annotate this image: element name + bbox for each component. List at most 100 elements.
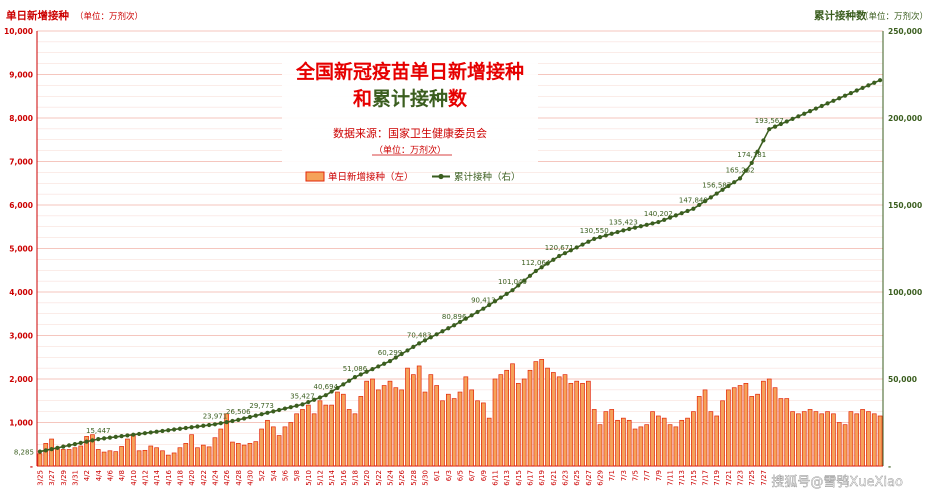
- x-tick-label: 6/1: [433, 470, 441, 481]
- daily-bar: [172, 453, 176, 466]
- daily-bar: [155, 448, 159, 466]
- legend-cumulative-label: 累计接种（右）: [454, 171, 521, 183]
- cumulative-point: [866, 83, 870, 87]
- x-tick-label: 7/5: [632, 470, 640, 481]
- cumulative-point: [855, 88, 859, 92]
- x-tick-label: 6/19: [538, 470, 546, 486]
- daily-bar: [96, 449, 100, 466]
- x-tick-label: 4/4: [95, 469, 103, 481]
- cumulative-point: [831, 99, 835, 103]
- cumulative-point: [662, 218, 666, 222]
- cumulative-point: [680, 211, 684, 215]
- cumulative-point: [207, 423, 211, 427]
- daily-bar: [849, 412, 853, 466]
- x-tick-label: 4/8: [118, 470, 126, 481]
- cumulative-point: [592, 237, 596, 241]
- cumulative-point: [160, 429, 164, 433]
- daily-bar: [662, 418, 666, 466]
- daily-bar: [481, 403, 485, 466]
- daily-bar: [248, 443, 252, 466]
- x-tick-label: 4/12: [141, 470, 149, 486]
- daily-bar: [388, 381, 392, 466]
- daily-bar: [55, 448, 59, 466]
- cumulative-point: [225, 420, 229, 424]
- x-tick-label: 3/31: [71, 470, 79, 486]
- daily-bar: [610, 409, 614, 466]
- daily-bar: [656, 416, 660, 466]
- cumulative-point: [849, 91, 853, 95]
- cumulative-point: [575, 245, 579, 249]
- daily-bar: [324, 405, 328, 466]
- cumulative-point: [405, 348, 409, 352]
- daily-bar: [195, 448, 199, 466]
- cumulative-point: [790, 117, 794, 121]
- cumulative-point: [277, 408, 281, 412]
- daily-bar: [230, 442, 234, 466]
- daily-bar: [330, 405, 334, 466]
- x-tick-label: 7/21: [725, 470, 733, 486]
- daily-bar: [528, 370, 532, 466]
- daily-bar: [160, 451, 164, 466]
- daily-bar: [866, 412, 870, 466]
- daily-bar: [213, 438, 217, 466]
- x-tick-label: 7/19: [713, 470, 721, 486]
- x-tick-label: 5/26: [398, 469, 406, 485]
- daily-bar: [843, 425, 847, 466]
- x-tick-label: 6/3: [445, 470, 453, 481]
- right-tick-label: -: [888, 462, 891, 471]
- cumulative-point: [639, 224, 643, 228]
- cumulative-data-label: 70,483: [407, 331, 432, 339]
- left-tick-label: 3,000: [9, 332, 33, 341]
- cumulative-point: [254, 414, 258, 418]
- cumulative-point: [761, 138, 765, 142]
- daily-bar: [551, 372, 555, 466]
- x-tick-label: 7/7: [643, 470, 651, 481]
- daily-bar: [534, 362, 538, 466]
- cumulative-data-label: 130,550: [580, 227, 609, 235]
- daily-bar: [382, 386, 386, 466]
- x-tick-label: 6/27: [585, 470, 593, 486]
- x-tick-label: 6/23: [562, 470, 570, 486]
- cumulative-point: [108, 436, 112, 440]
- daily-bar: [639, 427, 643, 466]
- x-tick-label: 7/11: [667, 470, 675, 486]
- daily-bar: [131, 435, 135, 466]
- daily-bar: [190, 435, 194, 466]
- daily-bar: [166, 455, 170, 466]
- daily-bar: [505, 370, 509, 466]
- daily-bar: [686, 418, 690, 466]
- cumulative-point: [283, 406, 287, 410]
- daily-bar: [265, 420, 269, 466]
- daily-bar: [277, 436, 281, 466]
- daily-bar: [732, 388, 736, 466]
- daily-bar: [178, 448, 182, 466]
- cumulative-point: [551, 258, 555, 262]
- cumulative-point: [534, 269, 538, 273]
- cumulative-point: [324, 393, 328, 397]
- cumulative-point: [178, 427, 182, 431]
- x-tick-label: 5/10: [305, 470, 313, 486]
- cumulative-data-label: 29,773: [249, 402, 274, 410]
- x-tick-label: 7/13: [678, 470, 686, 486]
- legend: 单日新增接种（左） 累计接种（右）: [306, 171, 521, 183]
- daily-bar: [365, 381, 369, 466]
- daily-bar: [125, 439, 129, 466]
- daily-bar: [341, 394, 345, 466]
- cumulative-point: [102, 436, 106, 440]
- daily-bar: [236, 443, 240, 466]
- x-tick-label: 4/28: [235, 470, 243, 486]
- x-tick-label: 5/2: [258, 470, 266, 481]
- daily-bar: [674, 427, 678, 466]
- cumulative-data-label: 90,413: [471, 297, 496, 305]
- cumulative-point: [201, 424, 205, 428]
- x-tick-label: 7/1: [608, 470, 616, 481]
- cumulative-point: [300, 402, 304, 406]
- daily-bar: [376, 390, 380, 466]
- daily-bar: [616, 420, 620, 466]
- cumulative-point: [184, 426, 188, 430]
- x-tick-label: 3/27: [48, 470, 56, 486]
- cumulative-point: [73, 442, 77, 446]
- x-tick-label: 5/12: [316, 470, 324, 486]
- cumulative-point: [44, 448, 48, 452]
